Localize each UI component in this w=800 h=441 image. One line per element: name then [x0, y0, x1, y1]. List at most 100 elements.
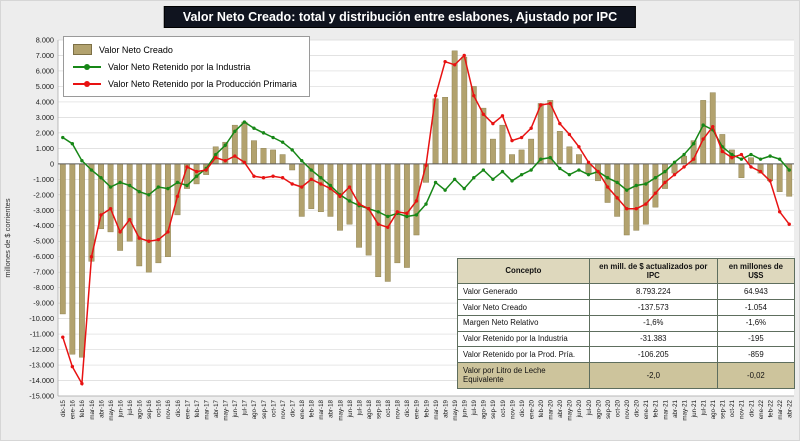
- svg-text:abr-21: abr-21: [672, 399, 679, 417]
- svg-text:ago-19: ago-19: [481, 399, 488, 419]
- svg-text:oct-16: oct-16: [156, 399, 163, 417]
- svg-text:mar-17: mar-17: [203, 399, 210, 419]
- svg-text:-8.000: -8.000: [33, 283, 54, 292]
- table-cell: -1,6%: [588, 314, 718, 332]
- svg-text:may-16: may-16: [108, 399, 115, 420]
- legend-item: Valor Neto Retenido por la Industria: [73, 62, 297, 72]
- svg-text:mar-18: mar-18: [318, 399, 325, 419]
- svg-text:dic-16: dic-16: [175, 399, 182, 416]
- line-produccion-primaria: [61, 53, 791, 387]
- svg-text:may-20: may-20: [567, 399, 574, 420]
- table-cell: 8.793.224: [588, 283, 718, 301]
- svg-text:mar-20: mar-20: [548, 399, 555, 419]
- y-axis-title: millones de $ corrientes: [3, 198, 12, 277]
- svg-text:abr-20: abr-20: [557, 399, 564, 417]
- summary-table: Concepto en mill. de $ actualizados por I…: [457, 257, 796, 389]
- svg-text:abr-17: abr-17: [213, 399, 220, 417]
- svg-text:sep-18: sep-18: [376, 399, 383, 418]
- svg-text:-5.000: -5.000: [33, 237, 54, 246]
- svg-text:feb-21: feb-21: [653, 399, 660, 417]
- svg-text:jul-17: jul-17: [242, 399, 249, 416]
- svg-text:-15.000: -15.000: [29, 392, 54, 401]
- table-cell: Valor Retenido por la Prod. Pría.: [457, 346, 590, 364]
- svg-text:jun-16: jun-16: [117, 399, 124, 418]
- svg-text:nov-17: nov-17: [280, 399, 287, 418]
- svg-text:nov-18: nov-18: [395, 399, 402, 418]
- table-cell: -31.383: [588, 330, 718, 348]
- svg-text:jun-19: jun-19: [462, 399, 469, 418]
- x-axis-labels: dic-15 ene-16 feb-16 mar-16 abr-16 may-16 jun-…: [60, 399, 793, 420]
- table-cell: -1,6%: [716, 314, 796, 332]
- table-row: Valor Retenido por la Industria -31.383 -1…: [457, 330, 796, 348]
- svg-text:ene-17: ene-17: [184, 399, 191, 419]
- svg-text:jul-18: jul-18: [356, 399, 363, 416]
- svg-text:-3.000: -3.000: [33, 206, 54, 215]
- svg-text:abr-16: abr-16: [98, 399, 105, 417]
- svg-text:ago-21: ago-21: [710, 399, 717, 419]
- svg-text:-6.000: -6.000: [33, 252, 54, 261]
- svg-text:jun-17: jun-17: [232, 399, 239, 418]
- svg-text:abr-18: abr-18: [328, 399, 335, 417]
- table-cell: -195: [716, 330, 796, 348]
- table-cell: -1.054: [716, 299, 796, 316]
- summary-table-grid: Concepto en mill. de $ actualizados por I…: [457, 257, 796, 389]
- svg-text:dic-18: dic-18: [404, 399, 411, 416]
- svg-text:-14.000: -14.000: [29, 376, 54, 385]
- svg-text:feb-17: feb-17: [194, 399, 201, 417]
- svg-text:ago-18: ago-18: [366, 399, 373, 419]
- svg-text:ago-17: ago-17: [251, 399, 258, 419]
- svg-text:nov-16: nov-16: [165, 399, 172, 418]
- svg-text:feb-22: feb-22: [767, 399, 774, 417]
- svg-text:feb-18: feb-18: [309, 399, 316, 417]
- table-cell: -2,0: [588, 362, 718, 389]
- svg-text:8.000: 8.000: [36, 36, 54, 45]
- table-row: Valor Retenido por la Prod. Pría. -106.20…: [457, 346, 796, 364]
- svg-text:-1.000: -1.000: [33, 175, 54, 184]
- table-cell: -0,02: [716, 362, 796, 389]
- y-axis-labels: -15.000 -14.000 -13.000 -12.000 -11.000 -10.0…: [29, 36, 54, 401]
- svg-text:2.000: 2.000: [36, 128, 54, 137]
- svg-text:-2.000: -2.000: [33, 190, 54, 199]
- table-cell: Margen Neto Relativo: [457, 314, 590, 332]
- svg-text:dic-17: dic-17: [289, 399, 296, 416]
- svg-text:mar-16: mar-16: [89, 399, 96, 419]
- svg-text:-9.000: -9.000: [33, 299, 54, 308]
- svg-text:may-19: may-19: [452, 399, 459, 420]
- legend-swatch-line: [73, 64, 101, 70]
- svg-text:oct-17: oct-17: [270, 399, 277, 417]
- svg-text:0: 0: [50, 159, 54, 168]
- chart-canvas: -15.000 -14.000 -13.000 -12.000 -11.000 -10.0…: [3, 36, 794, 421]
- summary-table-body: Valor Generado 8.793.224 64.943 Valor Neto …: [457, 283, 796, 389]
- svg-text:ene-22: ene-22: [758, 399, 765, 419]
- svg-text:nov-20: nov-20: [624, 399, 631, 418]
- svg-text:ago-20: ago-20: [595, 399, 602, 419]
- svg-text:jun-18: jun-18: [347, 399, 354, 418]
- table-cell: Valor Generado: [457, 283, 590, 301]
- svg-text:nov-21: nov-21: [739, 399, 746, 418]
- svg-text:oct-18: oct-18: [385, 399, 392, 417]
- table-row: Valor por Litro de Leche Equivalente -2,0…: [457, 362, 796, 389]
- svg-text:ene-19: ene-19: [414, 399, 421, 419]
- svg-text:1.000: 1.000: [36, 144, 54, 153]
- svg-text:-7.000: -7.000: [33, 268, 54, 277]
- svg-text:jul-20: jul-20: [586, 399, 593, 416]
- svg-text:nov-19: nov-19: [509, 399, 516, 418]
- svg-text:-10.000: -10.000: [29, 314, 54, 323]
- table-cell: -859: [716, 346, 796, 364]
- svg-text:-4.000: -4.000: [33, 221, 54, 230]
- table-header-cell: Concepto: [457, 257, 590, 285]
- svg-text:mar-19: mar-19: [433, 399, 440, 419]
- table-row: Margen Neto Relativo -1,6% -1,6%: [457, 314, 796, 332]
- table-cell: -137.573: [588, 299, 718, 316]
- svg-text:oct-20: oct-20: [614, 399, 621, 417]
- svg-text:-11.000: -11.000: [30, 330, 54, 339]
- table-cell: -106.205: [588, 346, 718, 364]
- table-cell: Valor Neto Creado: [457, 299, 590, 316]
- table-row: Valor Generado 8.793.224 64.943: [457, 283, 796, 301]
- svg-text:dic-15: dic-15: [60, 399, 67, 416]
- svg-text:7.000: 7.000: [36, 51, 54, 60]
- line-industria: [61, 120, 791, 219]
- legend-swatch-bar: [73, 44, 92, 55]
- svg-text:sep-17: sep-17: [261, 399, 268, 418]
- svg-text:may-18: may-18: [337, 399, 344, 420]
